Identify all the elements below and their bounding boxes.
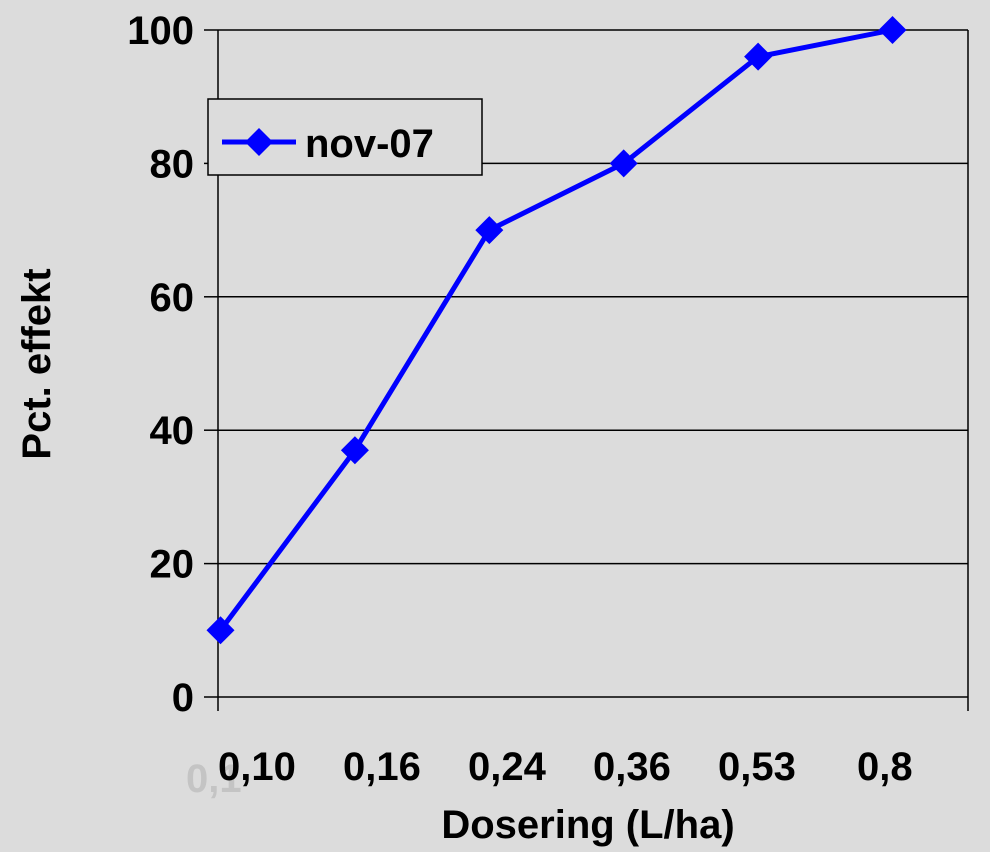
- y-tick-label-2: 40: [150, 409, 195, 453]
- y-tick-label-0: 0: [172, 676, 194, 720]
- x-tick-label-5: 0,8: [857, 745, 913, 789]
- legend-swatch-marker: [245, 128, 273, 156]
- data-point-3: [609, 149, 638, 178]
- data-point-4: [744, 42, 773, 71]
- y-tick-label-4: 80: [150, 142, 195, 186]
- data-point-1: [340, 436, 369, 465]
- x-tick-label-0: 0,10: [218, 745, 296, 789]
- y-tick-labels: 0 20 40 60 80 100: [127, 9, 194, 720]
- x-tick-label-3: 0,36: [593, 745, 671, 789]
- data-point-0: [206, 616, 235, 645]
- x-axis-title: Dosering (L/ha): [441, 803, 734, 847]
- x-tick-label-4: 0,53: [718, 745, 796, 789]
- data-point-2: [475, 216, 504, 245]
- legend: nov-07: [207, 98, 483, 176]
- series-line: [218, 27, 893, 632]
- x-ghost-tick-label: 0,1: [186, 757, 242, 801]
- y-tick-label-1: 20: [150, 543, 195, 587]
- x-tick-labels: 0,1 0,10 0,16 0,24 0,36 0,53 0,8: [186, 745, 913, 801]
- x-tick-label-1: 0,16: [343, 745, 421, 789]
- y-tick-label-5: 100: [127, 9, 194, 53]
- y-tick-label-3: 60: [150, 276, 195, 320]
- legend-label: nov-07: [305, 122, 434, 166]
- y-axis-title: Pct. effekt: [15, 268, 59, 459]
- series-nov-07: [206, 16, 907, 645]
- data-point-5: [878, 16, 907, 44]
- x-tick-label-2: 0,24: [468, 745, 547, 789]
